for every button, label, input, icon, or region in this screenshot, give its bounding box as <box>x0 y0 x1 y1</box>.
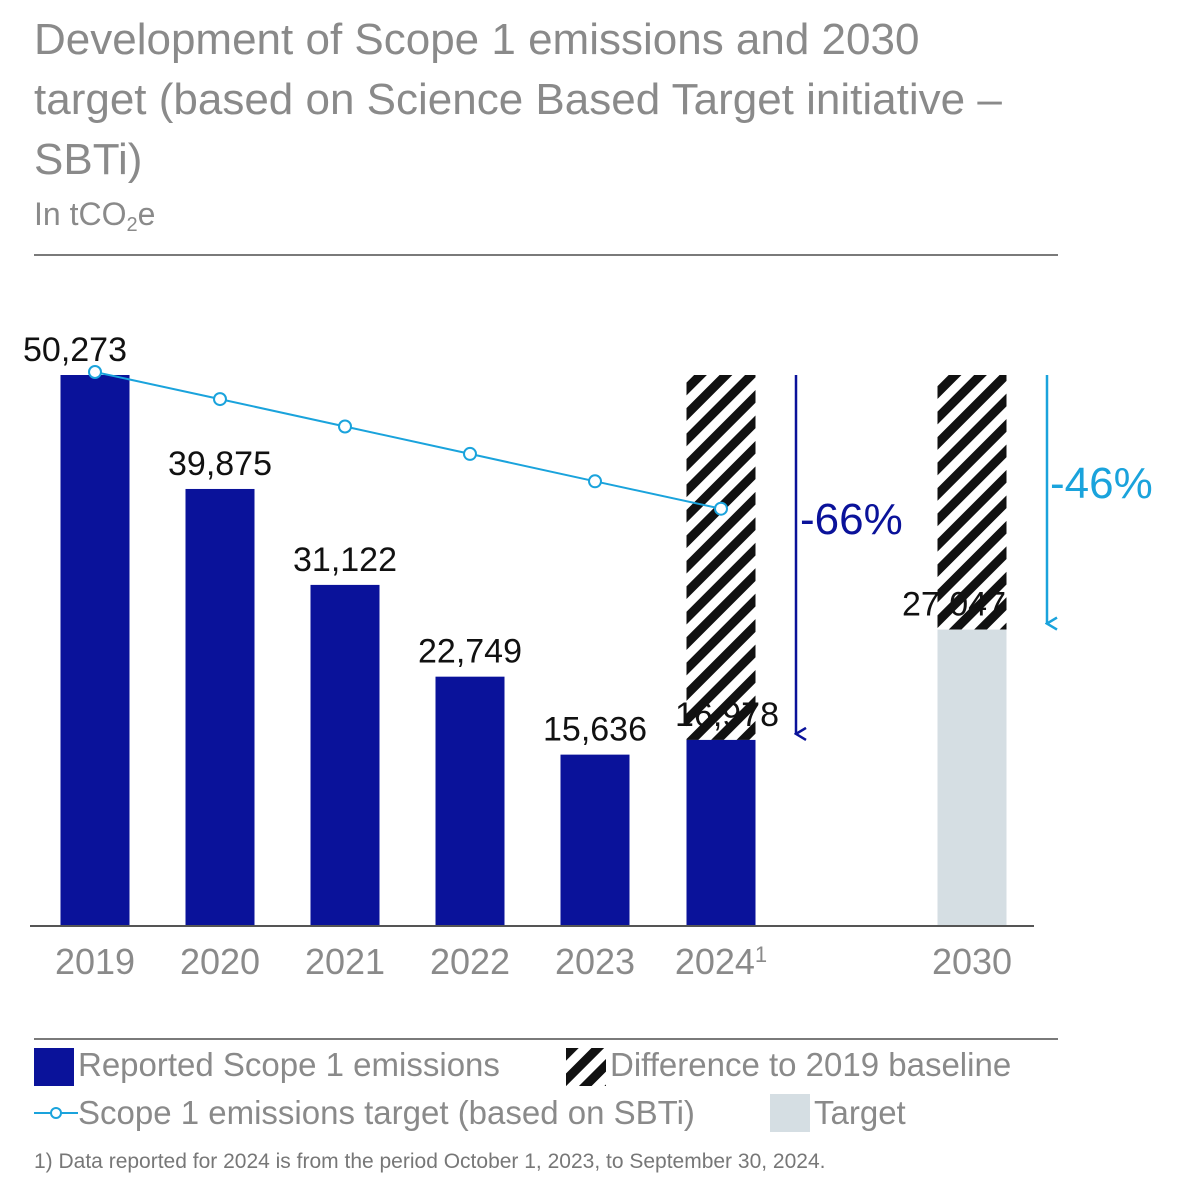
target-line-point-2020 <box>213 392 227 407</box>
bar-target-2030 <box>937 629 1007 926</box>
legend-divider <box>34 1038 1058 1040</box>
bar-difference-2030 <box>937 375 1007 630</box>
data-label-2022: 22,749 <box>418 633 522 671</box>
data-label-2024: 16,978 <box>675 696 779 734</box>
target-line <box>94 371 722 510</box>
reduction-label-2030: -46% <box>1050 459 1153 508</box>
target-line-point-2024 <box>714 501 728 516</box>
chart-canvas: 50,273 39,875 31,122 22,749 15,636 16,978 27,0… <box>23 331 1153 982</box>
chart-title: Development of Scope 1 emissions and 203… <box>34 15 1002 184</box>
target-line-point-2019 <box>88 365 102 379</box>
legend-swatch-target-line <box>34 1107 78 1119</box>
target-line-point-2021 <box>338 419 352 434</box>
tick-label-2024: 20241 <box>675 941 767 982</box>
reduction-label-2024: -66% <box>800 495 903 544</box>
bar-reported-2024 <box>686 739 756 926</box>
header-divider <box>34 254 1058 256</box>
target-line-point-2022 <box>463 446 477 461</box>
legend-swatch-reported <box>34 1048 74 1086</box>
bar-reported-2022 <box>435 676 505 926</box>
data-label-2030: 27,047 <box>902 586 1006 624</box>
data-label-2019: 50,273 <box>23 331 127 369</box>
legend-swatch-target <box>770 1094 810 1132</box>
tick-label-2020: 2020 <box>180 941 260 982</box>
bar-reported-2019 <box>60 375 130 926</box>
legend-label-target: Target <box>814 1094 906 1131</box>
bar-reported-2023 <box>560 754 630 926</box>
chart-subtitle: In tCO2e <box>34 196 156 236</box>
tick-label-2030: 2030 <box>932 941 1012 982</box>
tick-label-2021: 2021 <box>305 941 385 982</box>
tick-label-2023: 2023 <box>555 941 635 982</box>
bar-reported-2021 <box>310 584 380 926</box>
target-line-point-2023 <box>588 474 602 489</box>
legend-swatch-difference <box>566 1048 606 1086</box>
tick-label-2019: 2019 <box>55 941 135 982</box>
footnote: 1) Data reported for 2024 is from the pe… <box>34 1150 826 1173</box>
legend-label-target-line: Scope 1 emissions target (based on SBTi) <box>78 1094 695 1131</box>
data-label-2020: 39,875 <box>168 445 272 483</box>
legend-label-reported: Reported Scope 1 emissions <box>78 1046 500 1083</box>
bar-difference-2024 <box>686 375 756 740</box>
data-label-2023: 15,636 <box>543 711 647 749</box>
data-label-2021: 31,122 <box>293 541 397 579</box>
bar-reported-2020 <box>185 488 255 926</box>
tick-label-2022: 2022 <box>430 941 510 982</box>
legend-label-difference: Difference to 2019 baseline <box>610 1046 1012 1083</box>
